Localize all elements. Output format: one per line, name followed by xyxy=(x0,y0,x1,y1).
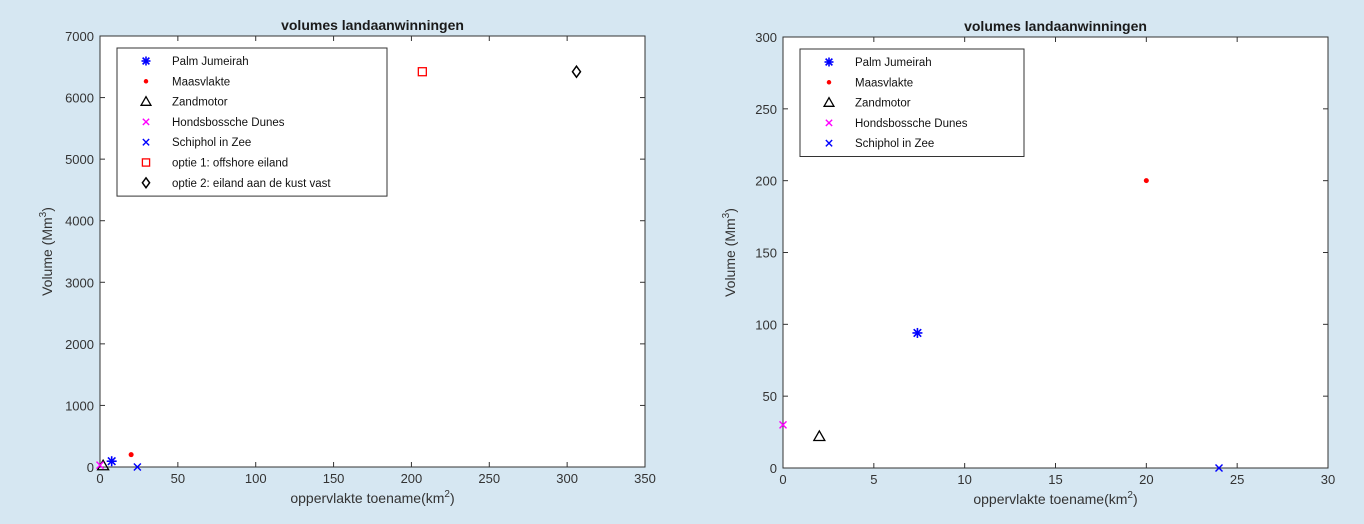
x-tick-label: 50 xyxy=(171,471,185,486)
y-axis-label-text: Volume (Mm xyxy=(39,217,55,296)
x-tick-label: 250 xyxy=(478,471,500,486)
data-point-schiphol-in-zee xyxy=(133,463,142,471)
legend-label-zandmotor: Zandmotor xyxy=(172,97,228,109)
legend-label-optie-2-eiland-aan-de-kust-vast: optie 2: eiland aan de kust vast xyxy=(172,178,331,190)
y-axis-label: Volume (Mm3) xyxy=(721,208,738,297)
legend-label-schiphol-in-zee: Schiphol in Zee xyxy=(172,137,251,149)
legend-label-maasvlakte: Maasvlakte xyxy=(855,77,913,89)
y-tick-label: 1000 xyxy=(65,398,94,413)
y-axis-label-end: ) xyxy=(39,207,55,212)
y-axis-label-sup: 3 xyxy=(721,212,732,218)
x-tick-label: 15 xyxy=(1048,472,1062,487)
y-tick-label: 100 xyxy=(755,317,777,332)
legend-marker-palm-jumeirah xyxy=(824,57,834,67)
legend: Palm Jumeirah Maasvlakte Zandmotor Hondsbos… xyxy=(116,47,388,197)
data-points xyxy=(779,178,1223,472)
legend-label-schiphol-in-zee: Schiphol in Zee xyxy=(855,138,934,150)
legend-marker-schiphol-in-zee xyxy=(142,138,150,146)
y-tick-label: 3000 xyxy=(65,275,94,290)
x-tick-label: 100 xyxy=(245,471,267,486)
y-axis-label-text: Volume (Mm xyxy=(722,218,738,297)
legend-marker-zandmotor xyxy=(822,96,836,107)
x-axis-label-text: oppervlakte toename(km xyxy=(290,490,444,506)
x-tick-label: 200 xyxy=(401,471,423,486)
x-axis-label-text: oppervlakte toename(km xyxy=(973,491,1127,507)
x-tick-label: 300 xyxy=(556,471,578,486)
data-point-optie-1-offshore-eiland xyxy=(417,67,427,77)
legend-marker-zandmotor xyxy=(139,95,153,106)
data-point-hondsbossche-dunes xyxy=(96,461,104,470)
legend-label-palm-jumeirah: Palm Jumeirah xyxy=(172,56,249,68)
data-point-hondsbossche-dunes xyxy=(779,420,787,429)
chart-left: volumes landaanwinningen 0 50 100 150 200 250 3… xyxy=(38,17,656,506)
chart-title: volumes landaanwinningen xyxy=(281,17,464,33)
y-axis-label: Volume (Mm3) xyxy=(38,207,55,296)
legend-marker-hondsbossche-dunes xyxy=(825,119,833,127)
x-tick-label: 25 xyxy=(1230,472,1244,487)
y-tick-label: 7000 xyxy=(65,29,94,44)
legend-marker-maasvlakte xyxy=(826,80,832,85)
data-point-maasvlakte xyxy=(1143,178,1149,184)
y-tick-label: 4000 xyxy=(65,214,94,229)
x-tick-label: 10 xyxy=(957,472,971,487)
x-tick-label: 150 xyxy=(323,471,345,486)
x-axis-label: oppervlakte toename(km2) xyxy=(973,490,1137,507)
data-point-zandmotor xyxy=(812,429,826,442)
y-tick-label: 50 xyxy=(763,389,777,404)
legend-label-palm-jumeirah: Palm Jumeirah xyxy=(855,57,932,69)
y-tick-label: 250 xyxy=(755,102,777,117)
x-axis-label-end: ) xyxy=(1133,491,1138,507)
y-tick-label: 0 xyxy=(87,460,94,475)
y-tick-label: 6000 xyxy=(65,91,94,106)
legend-label-hondsbossche-dunes: Hondsbossche Dunes xyxy=(172,117,285,129)
x-tick-label: 350 xyxy=(634,471,656,486)
y-tick-label: 0 xyxy=(770,461,777,476)
x-axis-label-sup: 2 xyxy=(444,489,450,500)
y-tick-label: 300 xyxy=(755,30,777,45)
legend-marker-hondsbossche-dunes xyxy=(142,118,150,126)
chart-title: volumes landaanwinningen xyxy=(964,18,1147,34)
legend-box xyxy=(799,48,1025,157)
legend-box xyxy=(116,47,388,197)
y-tick-label: 5000 xyxy=(65,152,94,167)
y-tick-label: 2000 xyxy=(65,337,94,352)
data-point-optie-2-eiland-aan-de-kust-vast xyxy=(571,64,582,79)
x-axis-label-sup: 2 xyxy=(1127,490,1133,501)
x-axis-label: oppervlakte toename(km2) xyxy=(290,489,454,506)
data-point-maasvlakte xyxy=(128,452,134,458)
legend-marker-maasvlakte xyxy=(143,79,149,84)
y-axis-label-sup: 3 xyxy=(38,211,49,217)
data-point-palm-jumeirah xyxy=(912,327,923,338)
y-axis-label-end: ) xyxy=(722,208,738,213)
legend-label-optie-1-offshore-eiland: optie 1: offshore eiland xyxy=(172,158,288,170)
y-tick-label: 200 xyxy=(755,174,777,189)
x-tick-label: 20 xyxy=(1139,472,1153,487)
data-point-schiphol-in-zee xyxy=(1215,464,1223,472)
x-tick-label: 30 xyxy=(1321,472,1335,487)
legend-marker-optie-1-offshore-eiland xyxy=(141,158,151,167)
x-tick-label: 0 xyxy=(779,472,786,487)
y-tick-label: 150 xyxy=(755,246,777,261)
legend-label-hondsbossche-dunes: Hondsbossche Dunes xyxy=(855,118,968,130)
legend-label-maasvlakte: Maasvlakte xyxy=(172,76,230,88)
legend-marker-schiphol-in-zee xyxy=(825,139,833,147)
legend-label-zandmotor: Zandmotor xyxy=(855,98,911,110)
x-tick-label: 5 xyxy=(870,472,877,487)
legend-marker-optie-2-eiland-aan-de-kust-vast xyxy=(141,176,151,190)
legend-marker-palm-jumeirah xyxy=(141,56,151,66)
x-tick-label: 0 xyxy=(96,471,103,486)
legend: Palm Jumeirah Maasvlakte Zandmotor Hondsbos… xyxy=(799,48,1025,157)
data-point-palm-jumeirah xyxy=(106,456,117,467)
data-points xyxy=(96,64,582,471)
x-axis-label-end: ) xyxy=(450,490,455,506)
